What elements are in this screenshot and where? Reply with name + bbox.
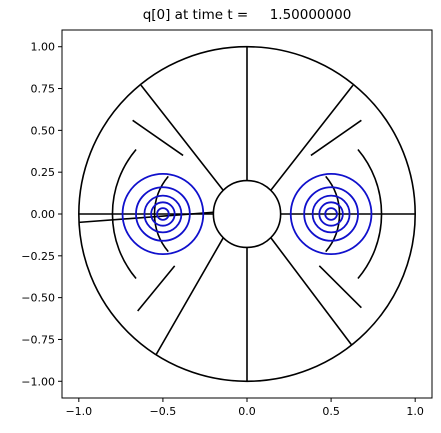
- mesh-block-ray: [310, 119, 362, 157]
- contour-level-ring: [135, 186, 191, 242]
- mesh-radial-line: [269, 84, 354, 192]
- x-tick-label: −1.0: [65, 405, 92, 418]
- y-tick-label: 0.50: [31, 124, 56, 137]
- mesh-block-ray: [132, 119, 184, 157]
- y-tick-label: −0.25: [21, 250, 55, 263]
- y-tick-label: 1.00: [31, 41, 56, 54]
- mesh-block-outer-arc: [357, 148, 383, 280]
- contour-level-ring: [121, 172, 205, 256]
- y-tick-label: 0.00: [31, 208, 56, 221]
- contour-level-ring: [289, 172, 373, 256]
- contour-level-ring: [318, 201, 344, 227]
- x-tick-label: −0.5: [150, 405, 177, 418]
- contour-level-ring: [143, 194, 183, 234]
- chart-title: q[0] at time t = 1.50000000: [143, 7, 352, 23]
- y-tick-label: −0.75: [21, 333, 55, 346]
- mesh-block-ray: [318, 265, 362, 309]
- x-tick-label: 0.5: [322, 405, 340, 418]
- mesh-radial-line: [140, 84, 225, 192]
- plot-area: [78, 45, 416, 383]
- mesh-block-inner-arc: [325, 175, 341, 253]
- mesh-block-inner-arc: [153, 175, 169, 253]
- contour-layer: [121, 172, 373, 256]
- mesh-layer: [78, 45, 416, 383]
- contour-level-ring: [156, 207, 170, 221]
- mesh-radial-line: [78, 211, 214, 224]
- y-tick-label: 0.75: [31, 83, 56, 96]
- y-axis: 1.00 0.75 0.50 0.25 0.00 −0.25 −0.50 −0.75 −1.00: [21, 41, 62, 388]
- contour-level-ring: [311, 194, 351, 234]
- contour-level-ring: [303, 186, 359, 242]
- x-tick-label: 1.0: [406, 405, 424, 418]
- x-tick-label: 0.0: [238, 405, 256, 418]
- mesh-radial-line: [269, 236, 352, 345]
- inner-boundary-circle: [212, 179, 282, 249]
- y-tick-label: 0.25: [31, 166, 56, 179]
- mesh-block-ray: [137, 265, 176, 312]
- y-tick-label: −0.50: [21, 292, 55, 305]
- contour-level-ring: [324, 207, 338, 221]
- y-tick-label: −1.00: [21, 375, 55, 388]
- contour-level-ring: [150, 201, 176, 227]
- x-axis: −1.0 −0.5 0.0 0.5 1.0: [65, 398, 424, 418]
- mesh-block-outer-arc: [111, 148, 137, 280]
- mesh-radial-line: [155, 237, 225, 355]
